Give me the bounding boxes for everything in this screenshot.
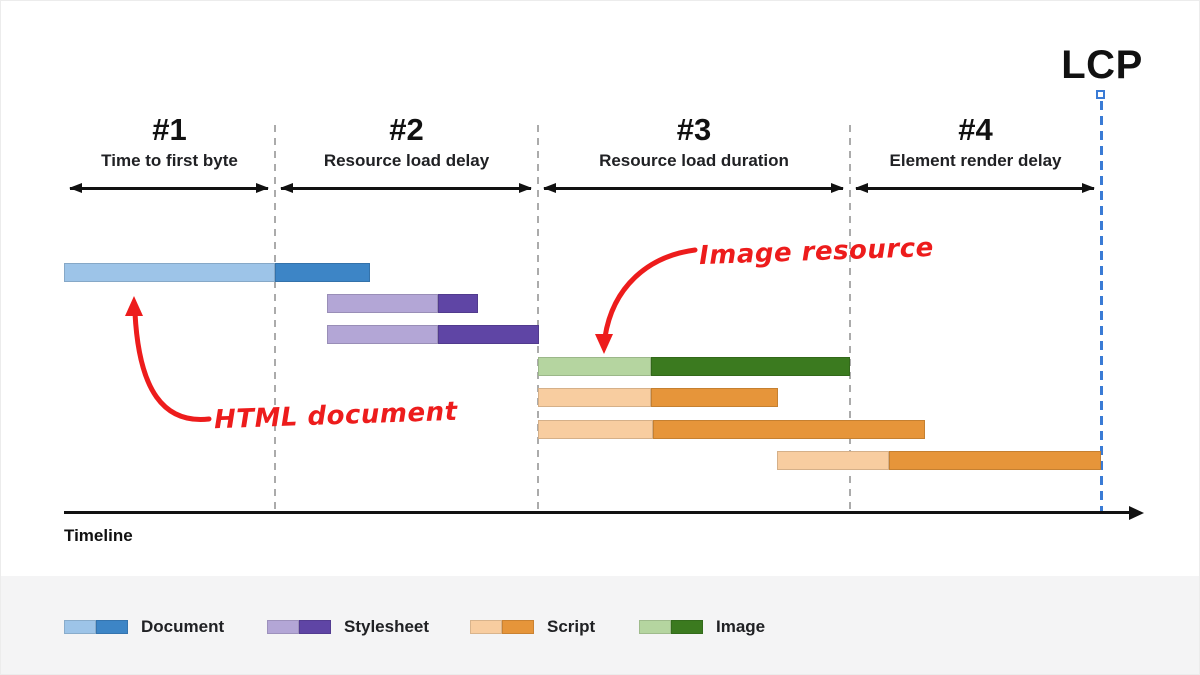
legend-label: Script	[547, 617, 596, 636]
document-swatch-light	[64, 620, 96, 634]
script-bar-dark-segment	[651, 388, 778, 407]
image-bar	[1, 357, 1199, 376]
phase-number: #1	[152, 112, 187, 147]
stylesheet-bar-light-segment	[327, 294, 438, 313]
legend-label: Stylesheet	[344, 617, 430, 636]
timeline-axis-arrow-icon	[1129, 505, 1144, 520]
arrow-head-right-icon	[519, 183, 532, 193]
phase-header-3: #3 Resource load duration	[599, 113, 789, 171]
document-bar	[1, 263, 1199, 282]
stylesheet-bar-light-segment	[327, 325, 438, 344]
legend-band	[1, 576, 1199, 674]
stylesheet-swatch-light	[267, 620, 299, 634]
script-bar	[1, 420, 1199, 439]
stylesheet-swatch-dark	[299, 620, 331, 634]
phase-number: #3	[676, 112, 712, 147]
legend-label: Image	[716, 617, 766, 636]
script-swatch-icon	[470, 620, 534, 634]
image-bar-light-segment	[538, 357, 651, 376]
document-bar-light-segment	[64, 263, 275, 282]
script-swatch-dark	[502, 620, 534, 634]
document-swatch-dark	[96, 620, 128, 634]
phase-extent-arrow	[855, 183, 1095, 193]
phase-label: Element render delay	[889, 151, 1062, 170]
script-swatch-light	[470, 620, 502, 634]
arrow-head-left-icon	[280, 183, 293, 193]
phase-number: #2	[389, 112, 424, 147]
legend-item-script: Script	[470, 617, 595, 637]
timeline-axis	[64, 511, 1131, 514]
stylesheet-bar	[1, 294, 1199, 313]
arrow-head-left-icon	[855, 183, 868, 193]
arrow-head-right-icon	[831, 183, 844, 193]
script-bar-light-segment	[777, 451, 889, 470]
phase-header-1: #1 Time to first byte	[101, 113, 238, 171]
phase-divider	[274, 125, 276, 513]
image-swatch-icon	[639, 620, 703, 634]
phase-divider	[849, 125, 851, 513]
phase-extent-arrow	[69, 183, 269, 193]
image-swatch-dark	[671, 620, 703, 634]
lcp-marker-icon	[1096, 90, 1105, 99]
stylesheet-swatch-icon	[267, 620, 331, 634]
lcp-title: LCP	[1061, 43, 1143, 87]
script-bar-light-segment	[538, 420, 653, 439]
arrow-head-right-icon	[256, 183, 269, 193]
legend-item-image: Image	[639, 617, 765, 637]
script-bar-dark-segment	[889, 451, 1101, 470]
arrow-head-right-icon	[1082, 183, 1095, 193]
phase-extent-arrow	[543, 183, 844, 193]
phase-label: Resource load delay	[323, 151, 490, 170]
script-bar	[1, 388, 1199, 407]
phase-extent-arrow	[280, 183, 532, 193]
lcp-dashed-line	[1100, 101, 1103, 513]
script-bar-dark-segment	[653, 420, 925, 439]
phase-header-4: #4 Element render delay	[890, 113, 1062, 171]
arrow-head-left-icon	[543, 183, 556, 193]
image-swatch-light	[639, 620, 671, 634]
stylesheet-bar	[1, 325, 1199, 344]
legend-item-stylesheet: Stylesheet	[267, 617, 429, 637]
legend-label: Document	[141, 617, 225, 636]
stylesheet-bar-dark-segment	[438, 325, 539, 344]
phase-label: Time to first byte	[101, 151, 238, 170]
legend-item-document: Document	[64, 617, 224, 637]
script-bar-light-segment	[538, 388, 651, 407]
image-bar-dark-segment	[651, 357, 850, 376]
phase-label: Resource load duration	[599, 151, 789, 170]
document-swatch-icon	[64, 620, 128, 634]
document-bar-dark-segment	[275, 263, 370, 282]
arrow-head-left-icon	[69, 183, 82, 193]
phase-header-2: #2 Resource load delay	[324, 113, 489, 171]
phase-number: #4	[958, 112, 993, 147]
timeline-label: Timeline	[64, 526, 133, 545]
script-bar	[1, 451, 1199, 470]
phase-divider	[537, 125, 539, 513]
stylesheet-bar-dark-segment	[438, 294, 478, 313]
